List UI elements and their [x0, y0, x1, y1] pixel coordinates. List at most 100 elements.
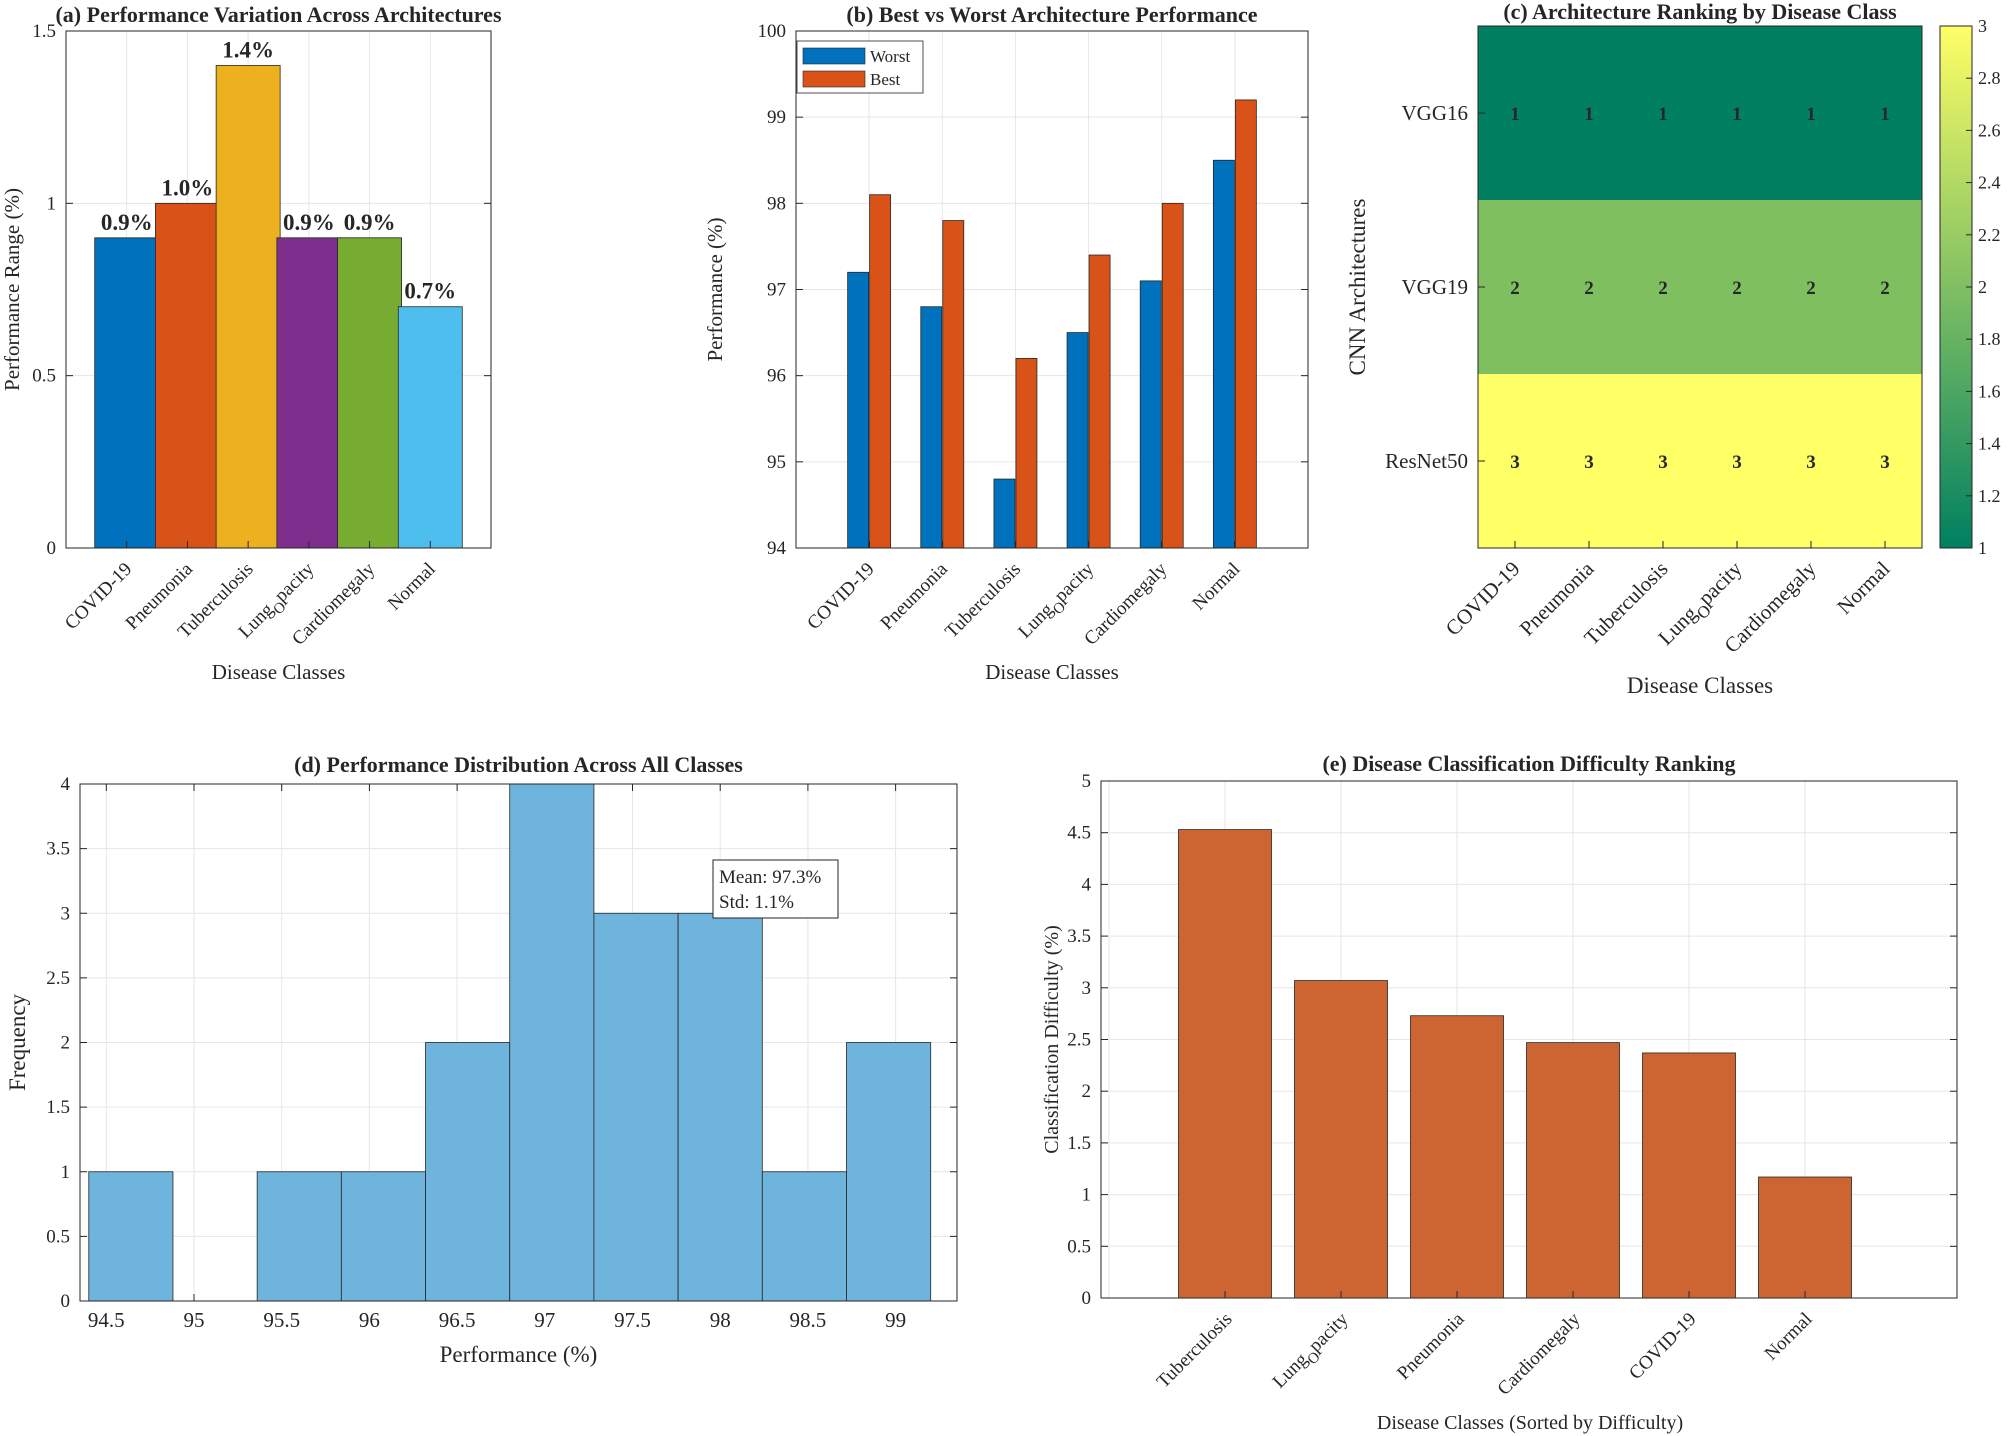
bar-worst: [1139, 280, 1162, 549]
heatmap-cell-label: 3: [1806, 452, 1816, 473]
y-axis-label: Classification Difficulty (%): [1041, 925, 1063, 1153]
axes-box: [1100, 780, 1958, 1299]
x-tick-label: Pneumonia: [1393, 1308, 1469, 1384]
heatmap-cell-label: 3: [1510, 452, 1520, 473]
y-axis-label: CNN Architectures: [1345, 198, 1370, 375]
axes-box: [79, 783, 958, 1302]
y-tick-label: 1: [1082, 1185, 1092, 1206]
y-tick-label: 98: [767, 193, 786, 214]
colorbar-tick-label: 2.8: [1978, 68, 2001, 88]
x-tick-label: Normal: [1832, 556, 1894, 618]
bar: [1178, 829, 1272, 1299]
y-tick-label: 5: [1082, 771, 1092, 792]
y-tick-label: 2.5: [1067, 1030, 1091, 1051]
heatmap-cell-label: 3: [1658, 452, 1668, 473]
heatmap-row: [1478, 200, 1922, 374]
y-tick-label: 97: [767, 280, 786, 301]
bar: [337, 237, 402, 549]
bar-worst: [993, 478, 1016, 549]
data-label: 1.0%: [162, 175, 214, 200]
bar-best: [1015, 358, 1038, 549]
y-tick-label: 99: [767, 107, 786, 128]
data-label: 0.9%: [101, 210, 153, 235]
y-tick-label: 4: [1082, 874, 1092, 895]
x-tick-label: 96: [359, 1308, 380, 1332]
x-tick-label: COVID-19: [1625, 1309, 1700, 1384]
data-label: 0.9%: [283, 210, 335, 235]
histogram-bar: [340, 1171, 426, 1302]
x-tick-label: 96.5: [439, 1308, 476, 1332]
x-tick-label: 98.5: [790, 1308, 827, 1332]
heatmap-cell-label: 1: [1880, 104, 1890, 125]
y-axis-label: Frequency: [5, 993, 30, 1091]
chart-title: (a) Performance Variation Across Archite…: [55, 2, 501, 27]
y-tick-label: 0.5: [32, 366, 56, 387]
bar-best: [1161, 202, 1184, 549]
annotation-box: [712, 859, 839, 919]
y-tick-label: 0.5: [46, 1226, 70, 1247]
x-tick-label: Tuberculosis: [1153, 1309, 1237, 1393]
histogram-bar: [761, 1171, 847, 1302]
heatmap-cell-label: 1: [1584, 104, 1594, 125]
bar: [1642, 1052, 1736, 1299]
legend-swatch-best: [802, 70, 866, 88]
y-tick-label: 2: [61, 1033, 71, 1054]
y-tick-label: 4: [61, 774, 71, 795]
histogram-bar: [509, 783, 595, 1302]
x-tick-label: Normal: [1761, 1309, 1817, 1365]
legend-label-best: Best: [870, 70, 901, 89]
histogram-bar: [425, 1042, 511, 1302]
heatmap-cell-label: 3: [1584, 452, 1594, 473]
row-label: VGG16: [1402, 101, 1469, 125]
x-tick-label: Tuberculosis: [941, 559, 1025, 643]
x-axis-label: Disease Classes: [1627, 673, 1773, 698]
data-label: 1.4%: [222, 37, 274, 62]
y-tick-label: 0.5: [1067, 1236, 1091, 1257]
heatmap-cell-label: 1: [1658, 104, 1668, 125]
bar-worst: [1212, 159, 1235, 549]
colorbar-tick-label: 2.2: [1978, 225, 2001, 245]
row-label: VGG19: [1402, 275, 1469, 299]
x-tick-label: COVID-19: [1441, 557, 1525, 641]
bar: [1526, 1042, 1620, 1299]
y-axis-label: Performance (%): [703, 217, 727, 361]
y-tick-label: 3.5: [46, 839, 70, 860]
heatmap-row: [1478, 374, 1922, 548]
axes-box: [1477, 25, 1923, 549]
y-tick-label: 1: [61, 1162, 71, 1183]
y-tick-label: 0: [1082, 1288, 1092, 1309]
x-axis-label: Disease Classes: [985, 660, 1119, 684]
histogram-bar: [846, 1042, 932, 1302]
histogram-bar: [593, 912, 679, 1302]
heatmap-cell-label: 2: [1584, 278, 1594, 299]
y-tick-label: 96: [767, 366, 786, 387]
x-tick-label: 98: [710, 1308, 731, 1332]
histogram-bar: [677, 912, 763, 1302]
heatmap-cell-label: 3: [1880, 452, 1890, 473]
x-axis-label: Disease Classes (Sorted by Difficulty): [1377, 1412, 1683, 1434]
x-axis-label: Disease Classes: [212, 660, 346, 684]
chart-e: 0 0.5 1 1.5 2 2.5 3 3.5 4 4.5 5 Tuberculosis LungOpa…: [1041, 751, 1958, 1434]
y-tick-label: 3.5: [1067, 926, 1091, 947]
x-tick-label: 97: [534, 1308, 555, 1332]
y-tick-label: 4.5: [1067, 823, 1091, 844]
x-tick-label: 95: [184, 1308, 205, 1332]
chart-a: 00.511.50.9%COVID-191.0%Pneumonia1.4%Tub…: [0, 2, 502, 684]
x-tick-label: 97.5: [614, 1308, 651, 1332]
legend: Worst Best: [796, 40, 924, 94]
bar: [155, 202, 220, 549]
x-tick-label: COVID-19: [803, 559, 878, 634]
heatmap-row: [1478, 26, 1922, 200]
legend-label-worst: Worst: [870, 47, 910, 66]
chart-title: (e) Disease Classification Difficulty Ra…: [1322, 751, 1735, 776]
y-tick-label: 1.5: [46, 1097, 70, 1118]
chart-title: (b) Best vs Worst Architecture Performan…: [846, 2, 1257, 27]
axes-box: [795, 30, 1309, 549]
bar: [1758, 1176, 1852, 1299]
y-tick-label: 94: [767, 538, 787, 559]
bar: [1294, 980, 1388, 1299]
bar: [276, 237, 342, 549]
x-tick-label: 95.5: [263, 1308, 300, 1332]
y-tick-label: 100: [758, 21, 787, 42]
